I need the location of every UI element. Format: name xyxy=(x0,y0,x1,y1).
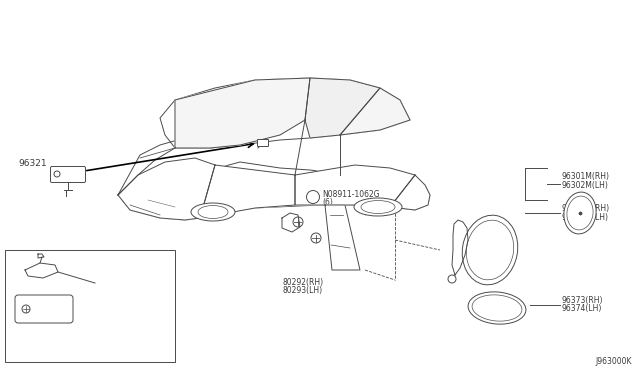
Polygon shape xyxy=(118,115,255,195)
FancyBboxPatch shape xyxy=(257,140,269,147)
Polygon shape xyxy=(452,220,468,275)
Text: N: N xyxy=(310,192,316,202)
Text: J963000K: J963000K xyxy=(595,357,632,366)
Ellipse shape xyxy=(462,215,518,285)
Circle shape xyxy=(307,190,319,203)
Bar xyxy=(5,250,175,362)
Polygon shape xyxy=(118,158,215,220)
Circle shape xyxy=(448,275,456,283)
Polygon shape xyxy=(200,165,295,218)
Polygon shape xyxy=(295,165,415,207)
Text: 96321: 96321 xyxy=(18,158,47,167)
Text: 96302M(LH): 96302M(LH) xyxy=(562,180,609,189)
Text: 96301M(RH): 96301M(RH) xyxy=(562,171,610,180)
Polygon shape xyxy=(305,78,380,138)
Ellipse shape xyxy=(468,292,526,324)
Text: DP: DP xyxy=(145,253,158,263)
Text: (6): (6) xyxy=(322,198,333,206)
FancyBboxPatch shape xyxy=(51,167,86,183)
Text: 96374(LH): 96374(LH) xyxy=(562,305,602,314)
Text: 80292(RH): 80292(RH) xyxy=(283,278,324,286)
Polygon shape xyxy=(160,78,410,148)
Text: 80293(LH): 80293(LH) xyxy=(283,285,323,295)
Polygon shape xyxy=(175,78,310,148)
Circle shape xyxy=(311,233,321,243)
Text: 96366M(LH): 96366M(LH) xyxy=(562,212,609,221)
Ellipse shape xyxy=(354,198,402,216)
Ellipse shape xyxy=(191,203,235,221)
Text: 96328: 96328 xyxy=(97,279,124,288)
Text: 96321: 96321 xyxy=(97,315,124,324)
FancyBboxPatch shape xyxy=(15,295,73,323)
Polygon shape xyxy=(25,263,58,278)
Text: N08911-1062G: N08911-1062G xyxy=(322,189,380,199)
Circle shape xyxy=(293,217,303,227)
Text: 96365M(RH): 96365M(RH) xyxy=(562,203,610,212)
Ellipse shape xyxy=(564,192,596,234)
Polygon shape xyxy=(325,205,360,270)
Text: 96373(RH): 96373(RH) xyxy=(562,295,604,305)
Polygon shape xyxy=(340,88,410,135)
Polygon shape xyxy=(390,175,430,210)
Polygon shape xyxy=(282,213,300,232)
